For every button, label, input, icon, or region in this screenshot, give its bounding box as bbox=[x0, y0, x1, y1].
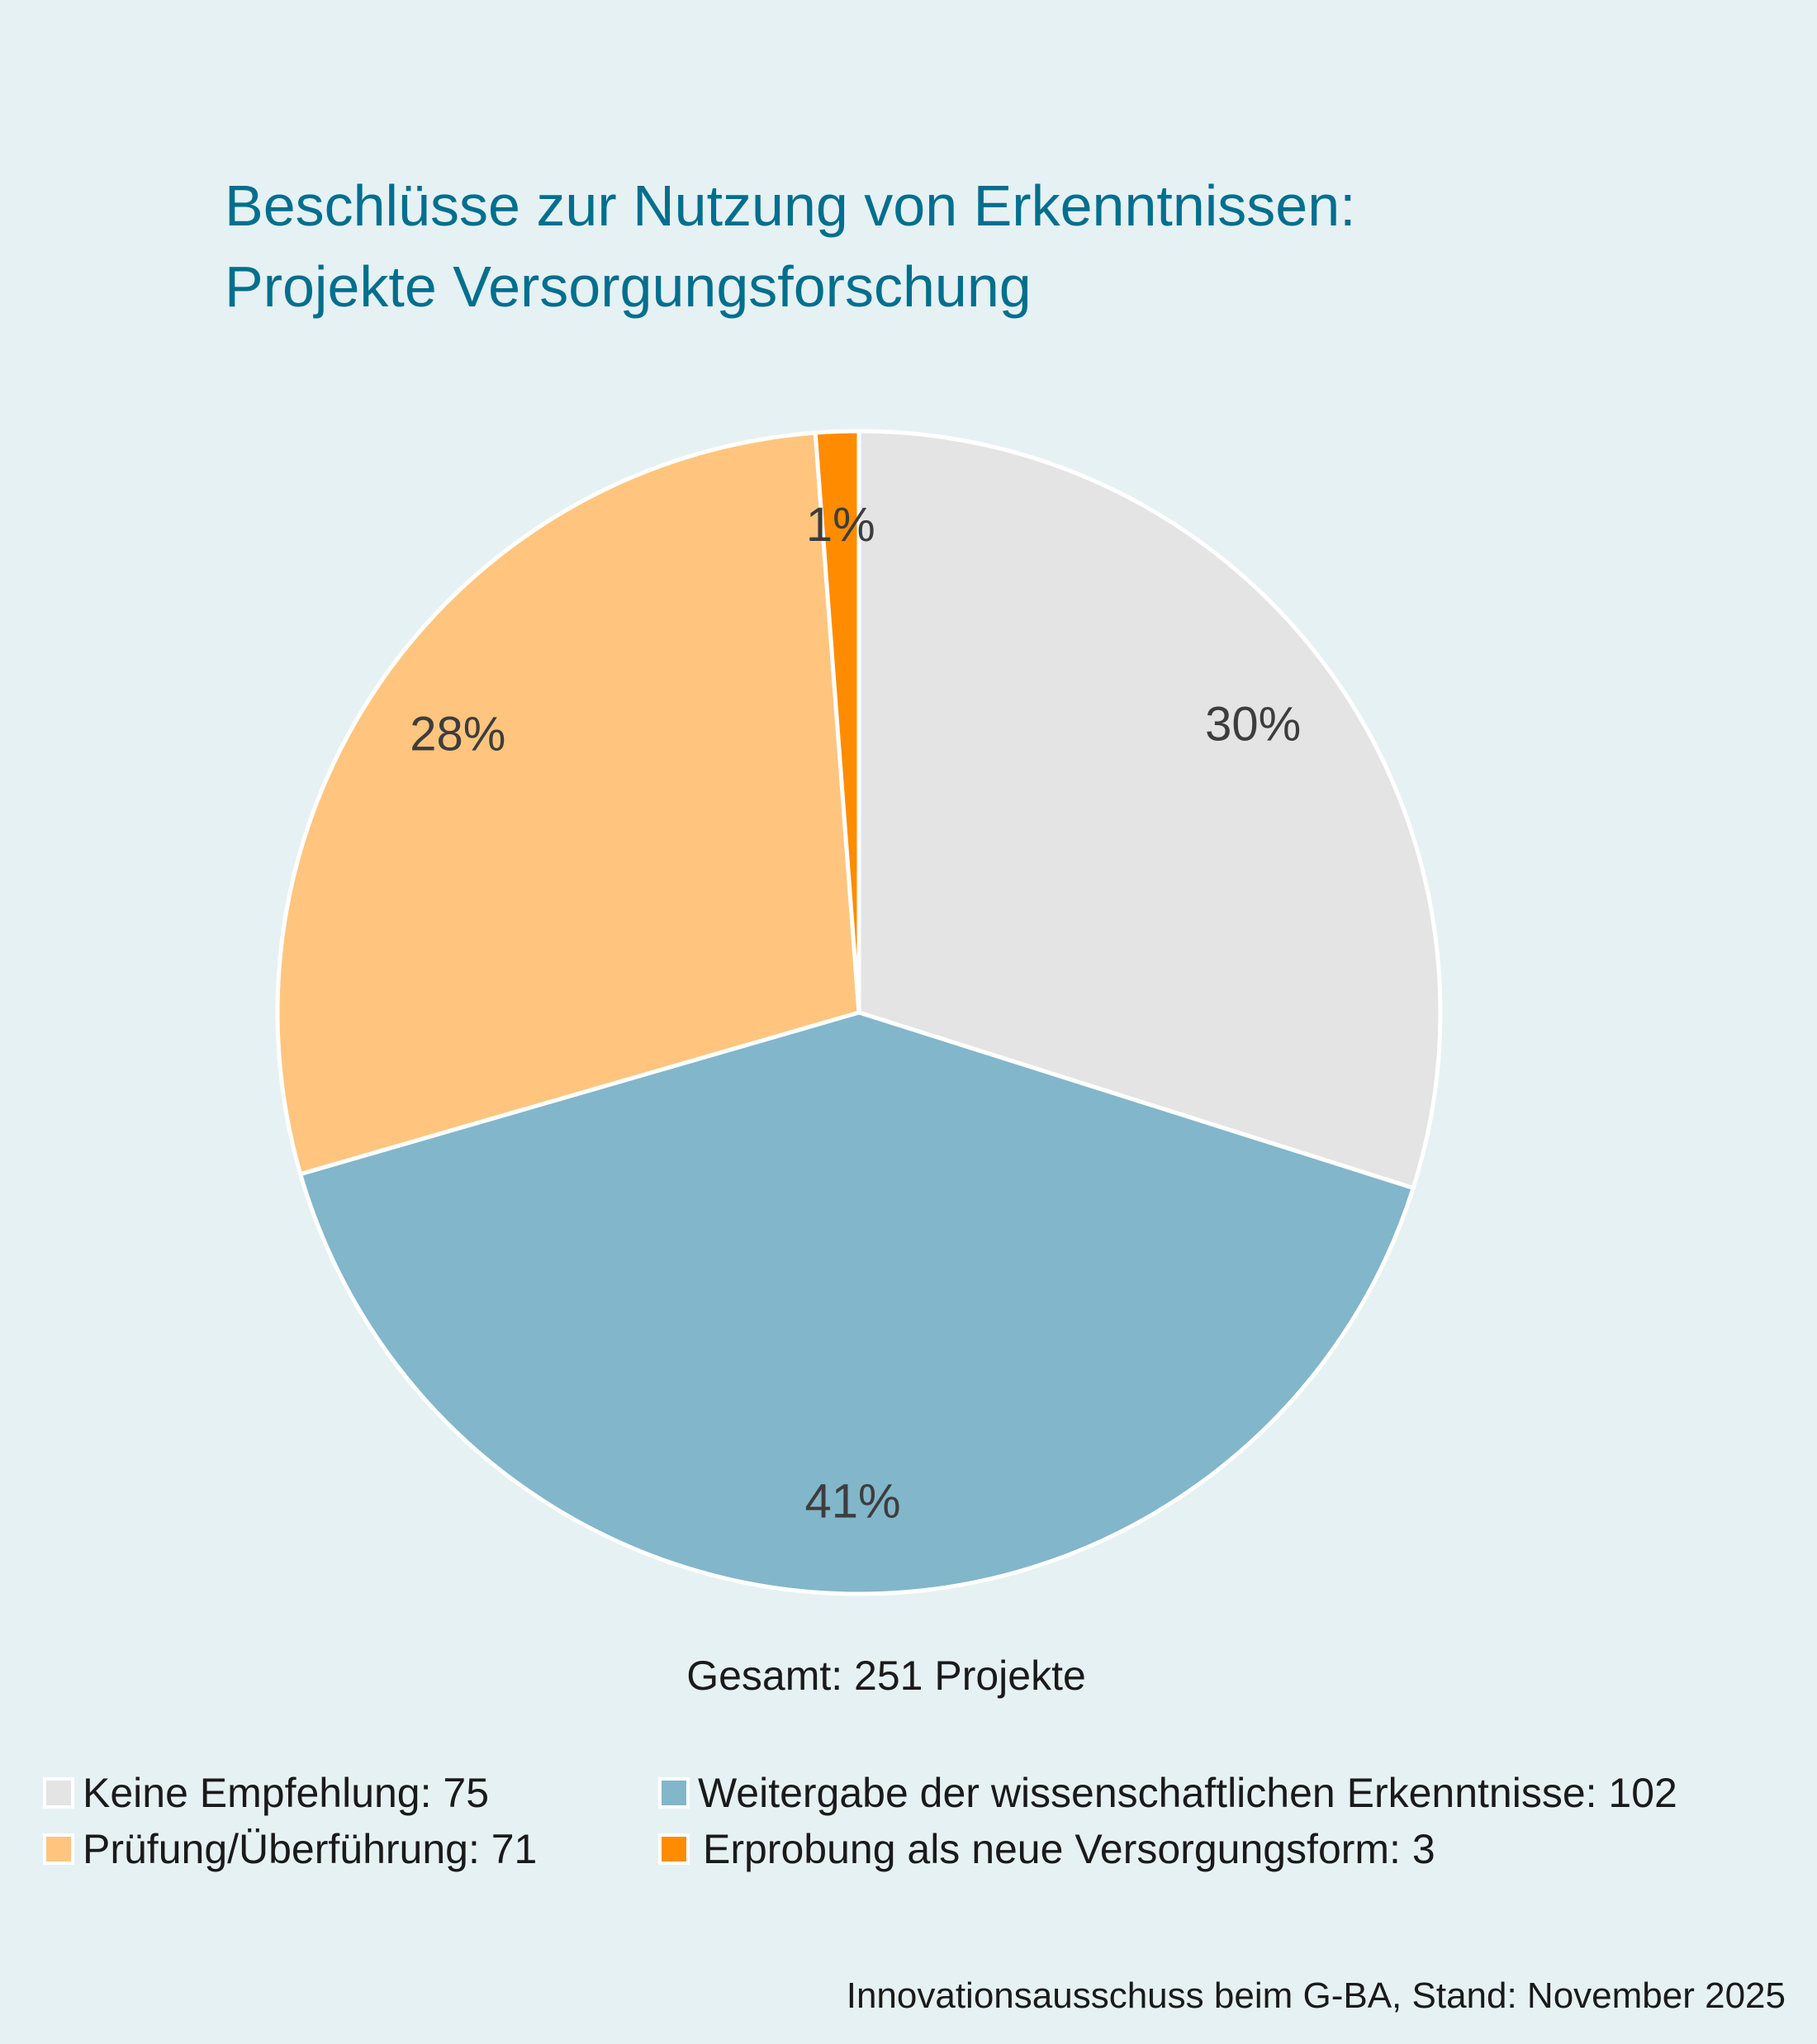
source-note: Innovationsausschuss beim G-BA, Stand: N… bbox=[846, 1975, 1786, 2016]
legend-item-erprobung: Erprobung als neue Versorgungsform: 3 bbox=[658, 1825, 1435, 1873]
title-line-1: Beschlüsse zur Nutzung von Erkenntnissen… bbox=[225, 173, 1356, 238]
legend-item-keine-empfehlung: Keine Empfehlung: 75 bbox=[43, 1769, 489, 1817]
pie-data-label-1: 41% bbox=[805, 1474, 901, 1528]
legend-item-pruefung: Prüfung/Überführung: 71 bbox=[43, 1825, 537, 1873]
legend-swatch bbox=[43, 1777, 74, 1809]
pie-slice-1 bbox=[297, 1010, 1416, 1596]
pie-data-label-2: 28% bbox=[410, 708, 505, 761]
title-line-2: Projekte Versorgungsforschung bbox=[225, 254, 1032, 319]
legend-label: Prüfung/Überführung: 71 bbox=[83, 1826, 538, 1872]
legend-swatch bbox=[658, 1777, 690, 1809]
legend-label: Keine Empfehlung: 75 bbox=[83, 1770, 490, 1816]
pie-data-label-3: 1% bbox=[806, 498, 875, 552]
legend-swatch bbox=[658, 1833, 690, 1865]
pie-slice-3 bbox=[813, 429, 861, 1013]
legend-label: Erprobung als neue Versorgungsform: 3 bbox=[703, 1826, 1435, 1872]
chart-title: Beschlüsse zur Nutzung von Erkenntnissen… bbox=[225, 165, 1356, 327]
total-label: Gesamt: 251 Projekte bbox=[686, 1653, 1086, 1699]
pie-slice-0 bbox=[856, 429, 1443, 1191]
pie-slice-2 bbox=[275, 430, 861, 1177]
pie-data-label-0: 30% bbox=[1205, 698, 1301, 752]
legend-swatch bbox=[43, 1833, 74, 1865]
legend-label: Weitergabe der wissenschaftlichen Erkenn… bbox=[698, 1770, 1677, 1816]
legend-item-weitergabe: Weitergabe der wissenschaftlichen Erkenn… bbox=[658, 1769, 1677, 1817]
